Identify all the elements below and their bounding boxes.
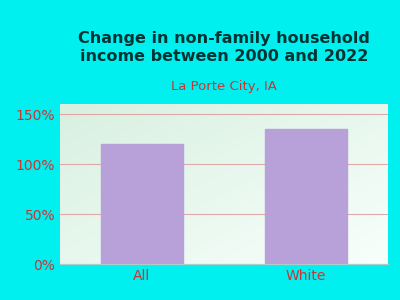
Text: La Porte City, IA: La Porte City, IA: [171, 80, 277, 93]
Text: Change in non-family household
income between 2000 and 2022: Change in non-family household income be…: [78, 31, 370, 64]
Bar: [101, 144, 183, 264]
Bar: [265, 129, 347, 264]
